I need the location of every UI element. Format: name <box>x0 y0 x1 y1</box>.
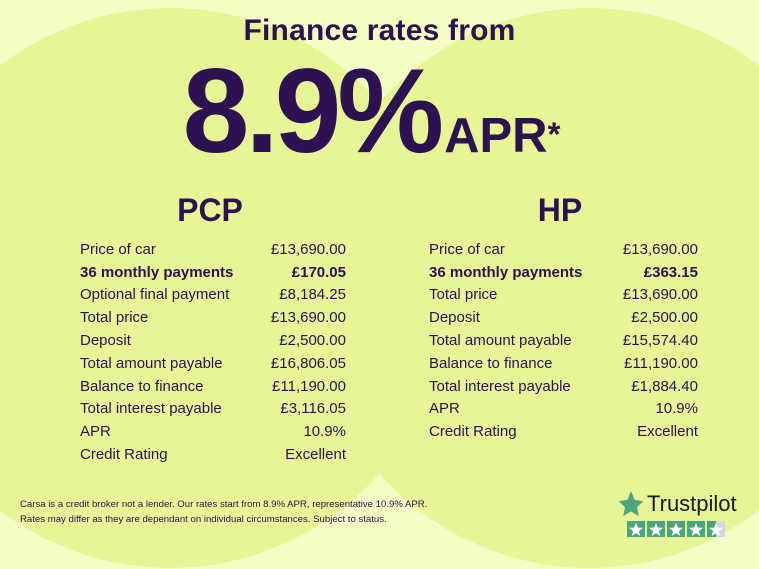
svg-text:Trustpilot: Trustpilot <box>647 491 737 516</box>
